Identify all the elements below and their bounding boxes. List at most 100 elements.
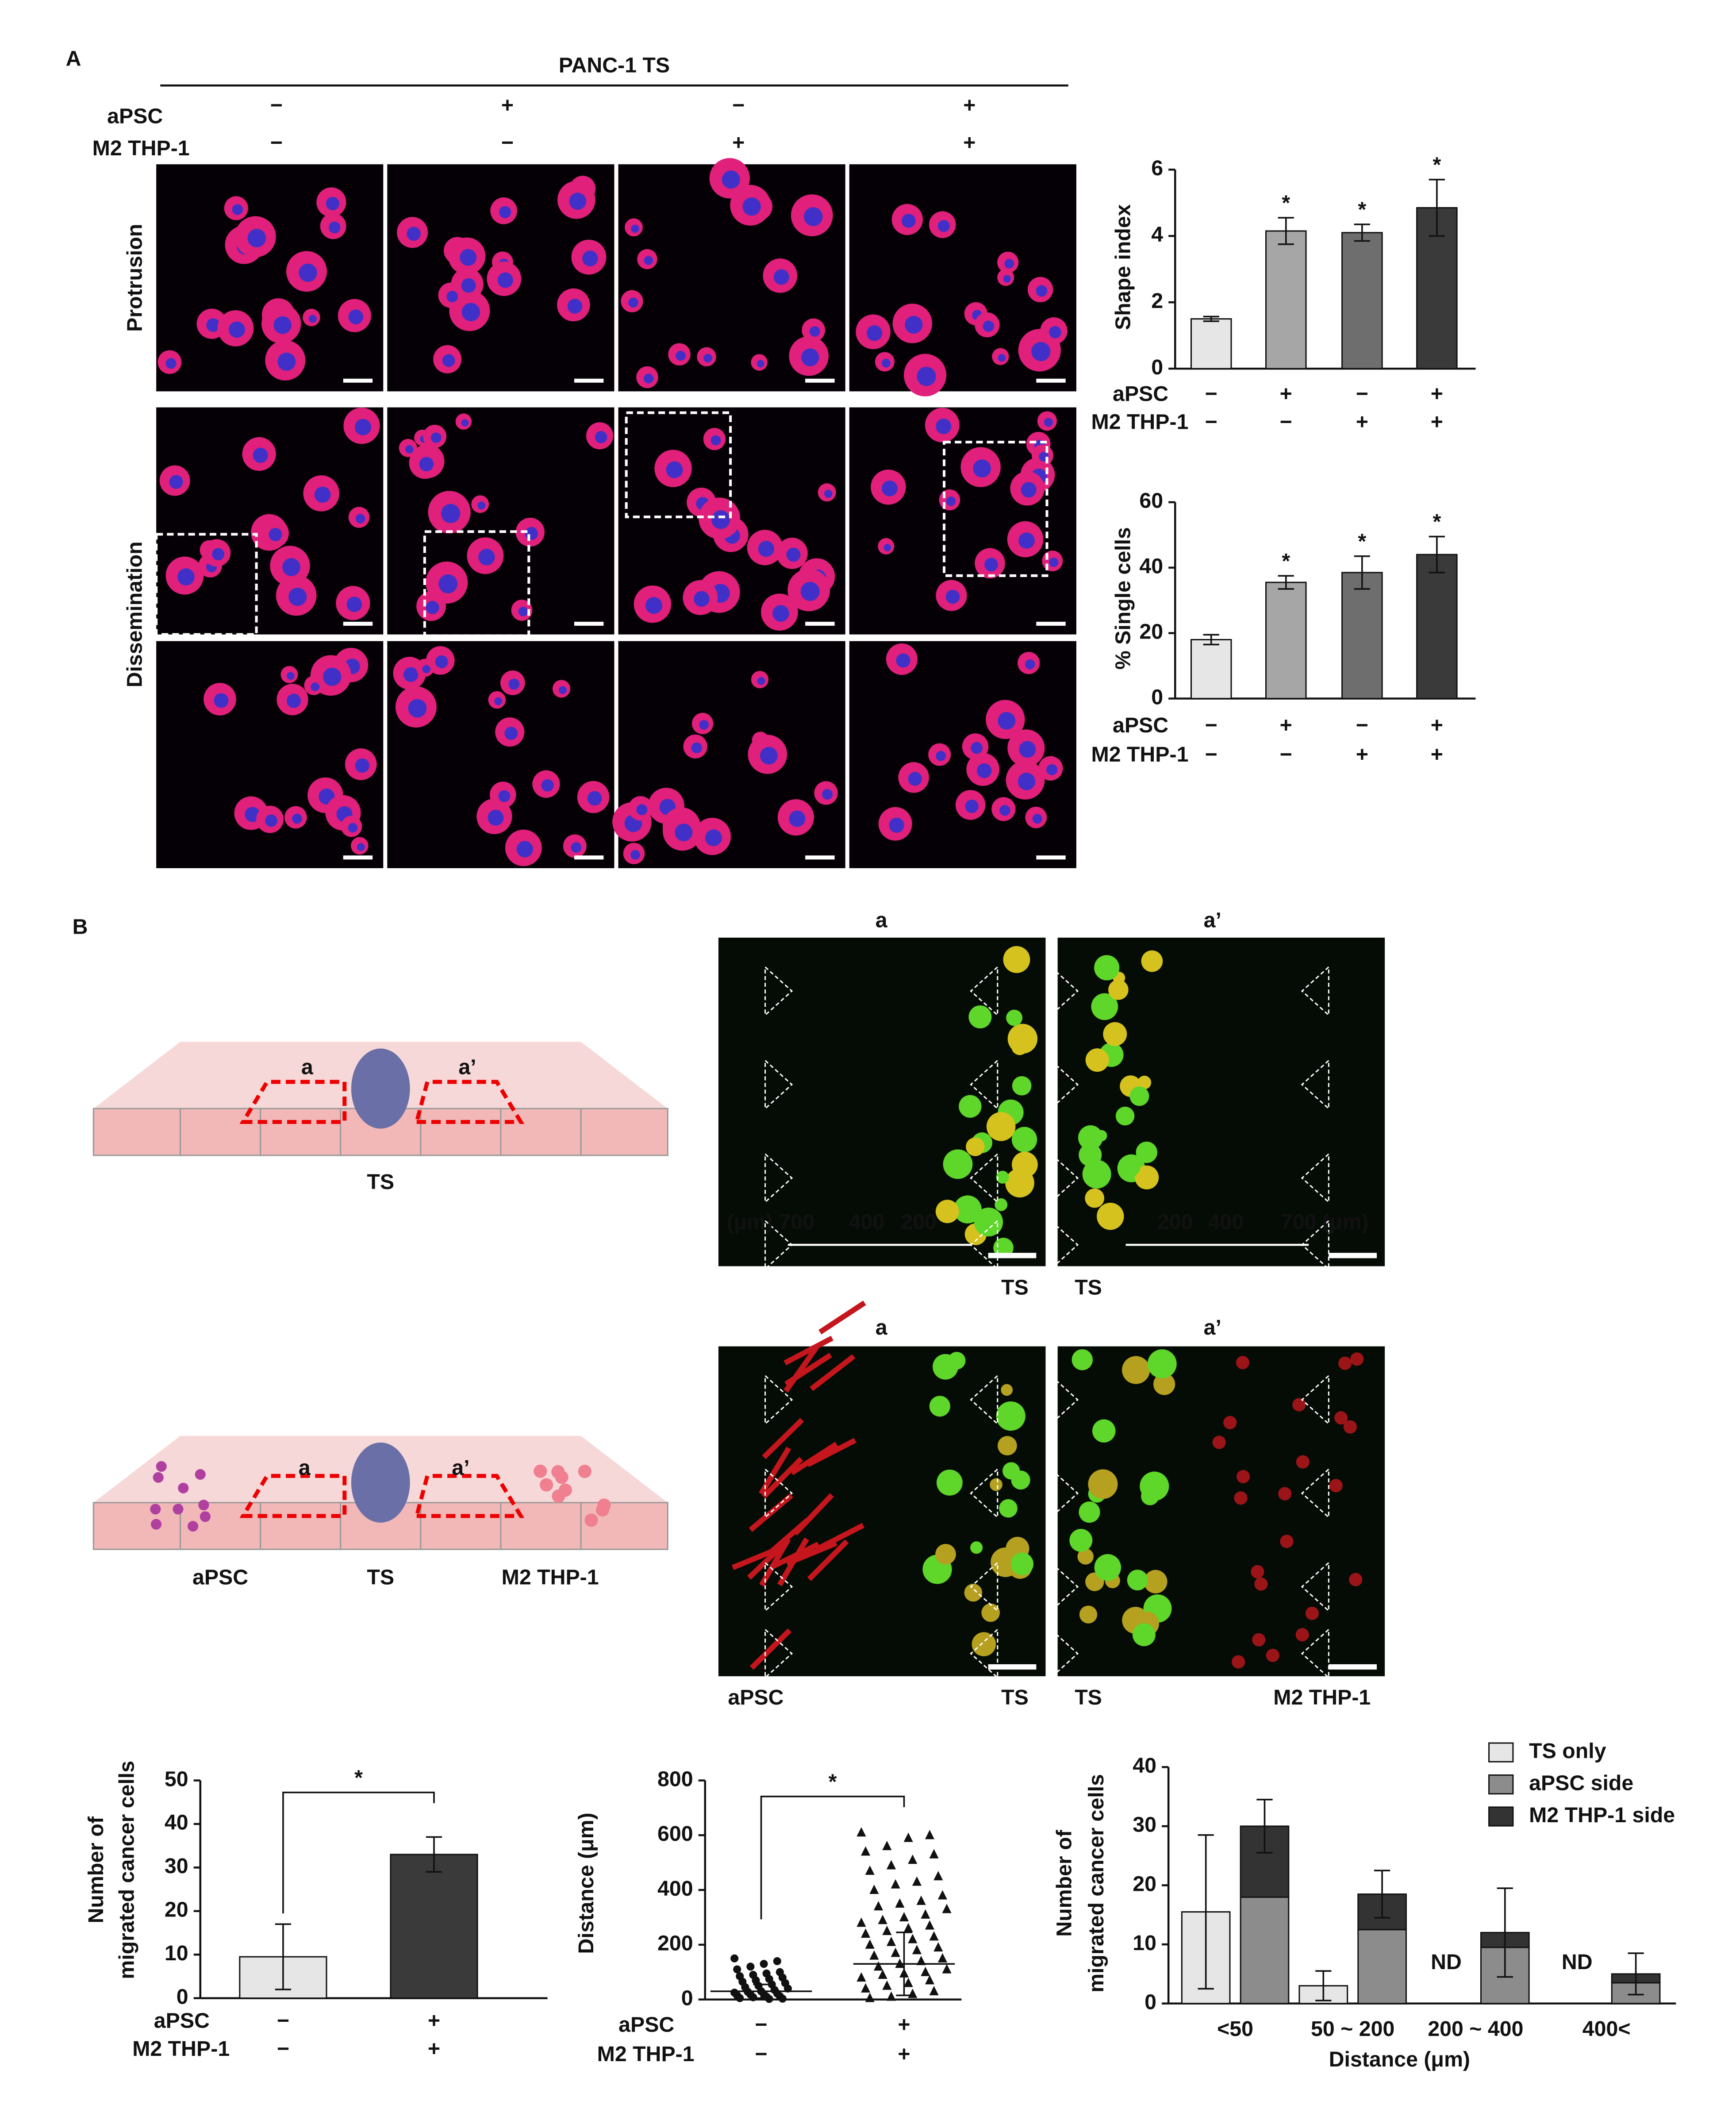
point xyxy=(942,1904,952,1913)
significance: * xyxy=(1358,530,1366,554)
nucleus xyxy=(694,591,710,607)
legend-swatch xyxy=(1488,1806,1514,1827)
legend-swatch xyxy=(1488,1742,1514,1762)
nucleus xyxy=(214,693,229,708)
point xyxy=(865,1939,875,1949)
nucleus xyxy=(711,510,730,529)
micrograph xyxy=(1057,1346,1385,1677)
psc xyxy=(173,1504,184,1515)
label: a xyxy=(876,908,888,932)
cell xyxy=(1135,1165,1159,1189)
nucleus xyxy=(917,367,936,386)
nucleus xyxy=(541,779,554,792)
y-tick-label: 0 xyxy=(1151,355,1163,379)
point xyxy=(886,1860,896,1870)
y-axis-title: migrated cancer cells xyxy=(115,1761,139,1979)
condition-sign: + xyxy=(1431,743,1443,766)
cell xyxy=(935,1544,956,1565)
condition-name: aPSC xyxy=(154,2009,210,2033)
cell xyxy=(953,1195,982,1224)
micrograph-bg xyxy=(618,641,845,868)
nucleus xyxy=(691,742,702,754)
point xyxy=(912,1945,922,1955)
condition-name: M2 THP-1 xyxy=(1091,410,1188,434)
legend-label: M2 THP-1 side xyxy=(1529,1803,1675,1827)
condition-sign: − xyxy=(755,2013,767,2037)
cell xyxy=(943,1149,973,1179)
nucleus xyxy=(516,841,533,858)
nucleus xyxy=(558,686,567,694)
psc xyxy=(200,1511,211,1522)
point xyxy=(730,1954,739,1962)
nucleus xyxy=(212,548,225,561)
y-tick-label: 200 xyxy=(657,1932,693,1955)
point xyxy=(861,1846,871,1856)
cell xyxy=(1085,1188,1105,1208)
y-axis-title: Number of xyxy=(84,1816,108,1923)
nucleus xyxy=(288,588,307,606)
pillar xyxy=(764,1374,793,1426)
significance: * xyxy=(1433,510,1441,534)
row-label: Protrusion xyxy=(123,224,147,332)
condition-sign: − xyxy=(277,2009,289,2033)
nucleus xyxy=(1031,342,1051,362)
fibroblast xyxy=(807,1539,849,1581)
nucleus xyxy=(999,805,1010,816)
nucleus xyxy=(299,263,317,282)
cell xyxy=(929,1396,950,1417)
cell xyxy=(1234,1491,1248,1505)
nucleus xyxy=(582,250,598,266)
condition-sign: + xyxy=(428,2037,440,2061)
bar xyxy=(1341,572,1383,700)
significance: * xyxy=(1282,549,1290,573)
cell xyxy=(1115,1106,1135,1126)
point xyxy=(942,1964,952,1974)
cell xyxy=(1012,1151,1038,1178)
point xyxy=(891,1947,900,1957)
condition-name: M2 THP-1 xyxy=(1091,743,1188,766)
micrograph xyxy=(612,641,845,868)
nucleus xyxy=(881,358,891,368)
region-a xyxy=(239,1474,347,1518)
micrograph xyxy=(718,1301,1046,1677)
nucleus xyxy=(355,758,369,773)
cell xyxy=(1127,1570,1148,1591)
label: TS xyxy=(1001,1276,1029,1300)
nucleus xyxy=(1036,285,1048,297)
point xyxy=(869,1885,879,1894)
condition-sign: − xyxy=(1280,410,1292,434)
nucleus xyxy=(494,697,503,705)
condition-name: M2 THP-1 xyxy=(597,2042,695,2066)
legend-label: TS only xyxy=(1529,1739,1606,1763)
cell xyxy=(1329,1479,1343,1493)
y-tick-label: 60 xyxy=(1139,489,1163,513)
cell xyxy=(1350,1352,1364,1366)
y-tick-label: 10 xyxy=(165,1941,188,1965)
nucleus xyxy=(435,655,448,669)
cell xyxy=(1141,950,1163,972)
micrograph xyxy=(387,407,615,635)
point xyxy=(908,1934,918,1943)
point xyxy=(760,1960,768,1968)
micrograph xyxy=(849,641,1076,868)
nucleus xyxy=(504,727,518,740)
point xyxy=(765,1995,773,2003)
significance-bracket xyxy=(282,1791,435,1914)
fibroblast xyxy=(790,1442,838,1475)
y-tick-label: 20 xyxy=(1139,620,1163,643)
point xyxy=(908,1854,918,1864)
cell xyxy=(1012,1076,1032,1096)
nucleus xyxy=(287,693,301,708)
point xyxy=(869,1950,879,1960)
cell xyxy=(1212,1435,1226,1449)
significance: * xyxy=(1358,198,1366,222)
nucleus xyxy=(567,299,583,314)
cell xyxy=(933,1354,958,1380)
y-tick-label: 10 xyxy=(1133,1931,1156,1955)
macrophage xyxy=(534,1464,547,1478)
nucleus xyxy=(497,272,513,288)
micrograph-bg xyxy=(718,1346,1046,1677)
pillar xyxy=(1050,965,1079,1017)
nucleus xyxy=(518,607,528,616)
